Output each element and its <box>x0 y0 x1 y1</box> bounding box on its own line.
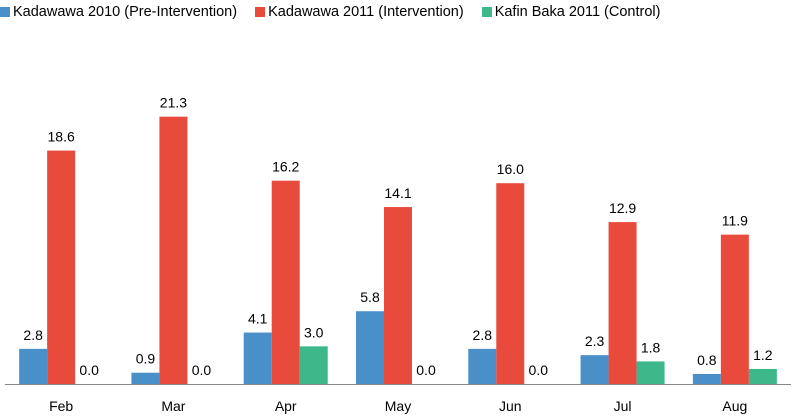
bar-apr-series-3 <box>299 346 328 384</box>
data-label-feb-series-1: 2.8 <box>23 327 43 343</box>
data-label-apr-series-2: 16.2 <box>272 159 299 175</box>
bar-aug-series-2 <box>720 234 749 384</box>
bar-apr-series-1 <box>243 332 272 384</box>
data-label-apr-series-3: 3.0 <box>304 324 324 340</box>
legend-item-2: Kadawawa 2011 (Intervention) <box>255 4 464 20</box>
legend-label-2: Kadawawa 2011 (Intervention) <box>268 4 464 20</box>
legend-item-1: Kadawawa 2010 (Pre-Intervention) <box>0 4 237 20</box>
bar-apr-series-2 <box>271 180 300 384</box>
data-label-mar-series-3: 0.0 <box>192 362 212 378</box>
bar-jun-series-1 <box>468 348 497 384</box>
data-label-jun-series-1: 2.8 <box>473 327 493 343</box>
x-tick-label-feb: Feb <box>49 398 73 414</box>
legend-swatch-1 <box>0 7 10 17</box>
x-tick-label-apr: Apr <box>275 398 297 414</box>
legend-label-3: Kafin Baka 2011 (Control) <box>494 4 661 20</box>
bar-feb-series-1 <box>19 348 48 384</box>
bar-feb-series-2 <box>47 150 76 384</box>
data-label-jun-series-2: 16.0 <box>497 161 524 177</box>
legend-swatch-2 <box>255 7 266 17</box>
x-tick-label-jun: Jun <box>499 398 522 414</box>
data-label-feb-series-3: 0.0 <box>79 362 99 378</box>
data-label-jul-series-2: 12.9 <box>609 200 636 216</box>
x-tick-label-jul: Jul <box>614 398 632 414</box>
data-label-apr-series-1: 4.1 <box>248 311 268 327</box>
bar-jul-series-1 <box>580 355 609 384</box>
data-label-aug-series-2: 11.9 <box>722 213 748 229</box>
bar-mar-series-2 <box>159 116 188 384</box>
data-label-mar-series-2: 21.3 <box>160 95 187 111</box>
legend-item-3: Kafin Baka 2011 (Control) <box>481 4 661 20</box>
bar-aug-series-3 <box>748 368 777 384</box>
bar-jul-series-3 <box>636 361 665 384</box>
x-tick-label-may: May <box>385 398 411 414</box>
data-label-may-series-1: 5.8 <box>360 289 380 305</box>
bar-aug-series-1 <box>692 373 721 384</box>
data-label-jun-series-3: 0.0 <box>529 362 549 378</box>
data-label-may-series-3: 0.0 <box>416 362 436 378</box>
data-label-aug-series-1: 0.8 <box>697 352 717 368</box>
data-label-aug-series-3: 1.2 <box>753 347 773 363</box>
bar-may-series-1 <box>356 311 384 384</box>
data-label-jul-series-3: 1.8 <box>641 339 661 355</box>
x-tick-label-mar: Mar <box>161 398 185 414</box>
bar-mar-series-1 <box>131 372 160 384</box>
bar-may-series-2 <box>384 207 412 384</box>
x-tick-label-aug: Aug <box>722 398 747 414</box>
data-label-mar-series-1: 0.9 <box>136 351 156 367</box>
data-label-feb-series-2: 18.6 <box>48 129 75 145</box>
bar-jun-series-2 <box>496 183 525 384</box>
bar-jul-series-2 <box>608 222 637 384</box>
legend: Kadawawa 2010 (Pre-Intervention) Kadawawa… <box>0 2 678 22</box>
legend-swatch-3 <box>481 7 492 17</box>
data-label-may-series-2: 14.1 <box>384 185 411 201</box>
legend-label-1: Kadawawa 2010 (Pre-Intervention) <box>13 4 238 20</box>
data-label-jul-series-1: 2.3 <box>585 333 605 349</box>
